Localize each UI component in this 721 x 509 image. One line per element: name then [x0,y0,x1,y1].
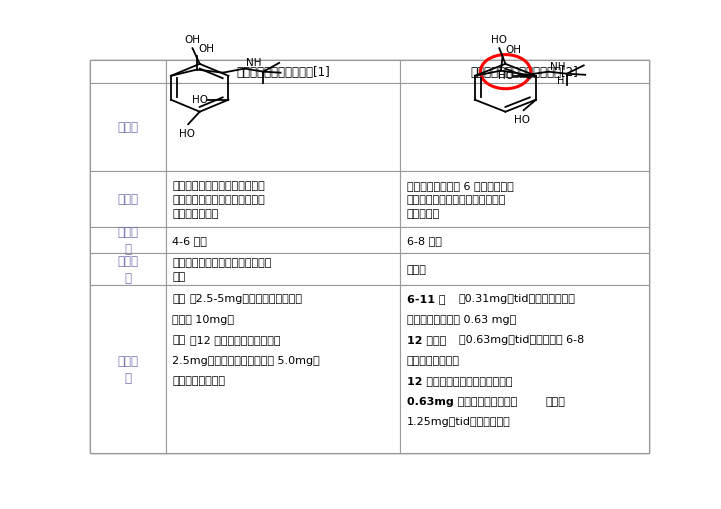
Text: 结构式: 结构式 [118,121,138,134]
Bar [90,84,166,172]
Bar [90,254,166,285]
Text: 右沙丁胺醇代谢慢，在体内蓄积时
间长: 右沙丁胺醇代谢慢，在体内蓄积时 间长 [172,258,272,281]
Text: 0.63mg 剂量反应不佳的患者: 0.63mg 剂量反应不佳的患者 [407,396,517,406]
Bar [166,172,400,227]
Bar [400,61,649,84]
Bar [90,172,166,227]
Text: OH: OH [185,35,200,45]
Text: HO: HO [498,71,514,80]
Text: 对传统治疗方法无效的慢性支气
管痉挛的常规处理及治疗严重的
急性哮喘发作。: 对传统治疗方法无效的慢性支气 管痉挛的常规处理及治疗严重的 急性哮喘发作。 [172,181,265,218]
Text: 作用时
间: 作用时 间 [118,225,138,256]
Text: 量可达 10mg。: 量可达 10mg。 [172,314,234,324]
Text: NH: NH [246,58,262,68]
Text: ：0.31mg，tid，雾化吸入。常: ：0.31mg，tid，雾化吸入。常 [459,294,576,304]
Text: HO: HO [192,95,208,104]
Bar [400,84,649,172]
Bar [90,61,166,84]
Bar [166,227,400,254]
Bar [166,285,400,453]
Text: 盐酸左沙丁胺醇雾化吸入溶液[2]: 盐酸左沙丁胺醇雾化吸入溶液[2] [471,66,578,79]
Text: ：2.5-5mg，雾化吸入，最高剂: ：2.5-5mg，雾化吸入，最高剂 [190,294,303,304]
Text: 12 岁以上: 12 岁以上 [407,334,446,345]
Text: HO: HO [491,35,508,45]
Text: HO: HO [179,129,195,138]
Text: ：每次: ：每次 [546,396,565,406]
Bar [166,84,400,172]
Text: 每日可重复四次。: 每日可重复四次。 [172,376,225,385]
Text: 用法用
量: 用法用 量 [118,354,138,384]
Text: 规剂量每次不超过 0.63 mg。: 规剂量每次不超过 0.63 mg。 [407,314,516,324]
Bar [400,285,649,453]
Text: NH: NH [550,62,565,71]
Text: 6-11 岁: 6-11 岁 [407,294,446,304]
Text: 6-8 小时: 6-8 小时 [407,236,442,245]
Bar [90,285,166,453]
Text: 小时，雾化吸入。: 小时，雾化吸入。 [407,355,460,365]
Text: 治疗或预防成人及 6 岁以上青少年
可逆转性气道阻塞性疾病引起的支
气管痉挛。: 治疗或预防成人及 6 岁以上青少年 可逆转性气道阻塞性疾病引起的支 气管痉挛。 [407,181,513,218]
Text: HO: HO [514,115,530,125]
Text: 代谢速
度: 代谢速 度 [118,254,138,285]
Text: 12 岁以上严重哮喘患者或对每次: 12 岁以上严重哮喘患者或对每次 [407,376,513,385]
Text: 代谢快: 代谢快 [407,265,427,274]
Text: 适应症: 适应症 [118,193,138,206]
Bar [400,254,649,285]
Text: OH: OH [198,43,214,53]
Text: 成人: 成人 [172,294,185,304]
Text: 吸入用硫酸沙丁胺醇溶液[1]: 吸入用硫酸沙丁胺醇溶液[1] [236,66,329,79]
Text: ：0.63mg，tid，每次间隔 6-8: ：0.63mg，tid，每次间隔 6-8 [459,334,584,345]
Text: OH: OH [505,44,521,54]
Bar [166,61,400,84]
Bar [166,254,400,285]
Bar [400,172,649,227]
Text: ：12 岁以下最小起始剂量为: ：12 岁以下最小起始剂量为 [190,334,280,345]
Text: H: H [557,75,564,86]
Bar [90,227,166,254]
Bar [400,227,649,254]
Text: 1.25mg，tid，雾化吸入。: 1.25mg，tid，雾化吸入。 [407,416,510,426]
Text: 4-6 小时: 4-6 小时 [172,236,207,245]
Text: 儿童: 儿童 [172,334,185,345]
Text: 2.5mg，雾化吸入，最高可达 5.0mg。: 2.5mg，雾化吸入，最高可达 5.0mg。 [172,355,320,365]
